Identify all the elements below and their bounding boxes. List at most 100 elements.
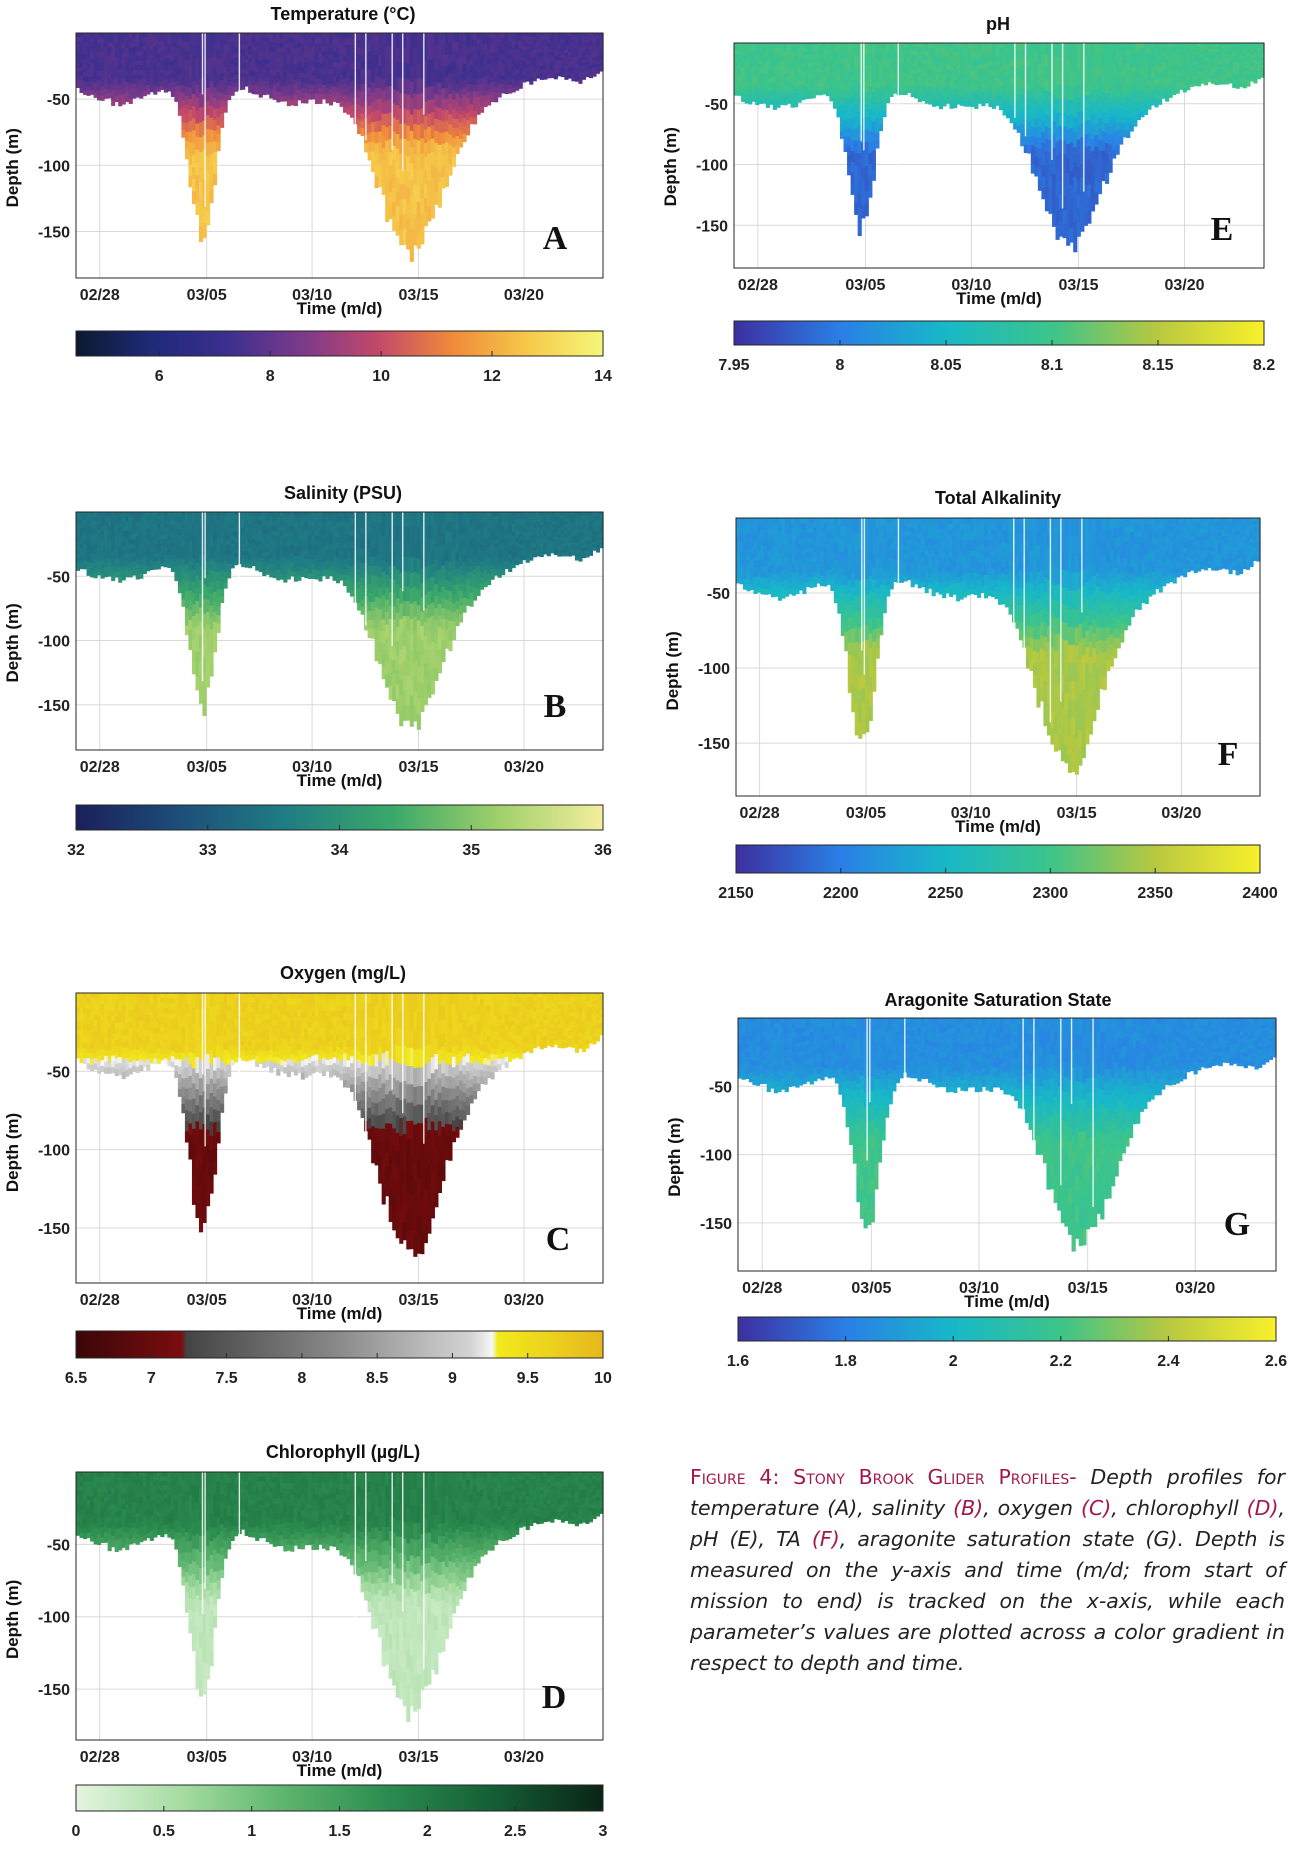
heatmap-cell xyxy=(318,516,323,523)
heatmap-cell xyxy=(388,512,393,526)
heatmap-cell xyxy=(350,51,355,58)
y-axis-label: Depth (m) xyxy=(3,128,22,207)
heatmap-cell xyxy=(360,120,365,129)
heatmap-cell xyxy=(357,567,362,576)
heatmap-cell xyxy=(360,541,365,550)
heatmap-cell xyxy=(174,57,179,63)
heatmap-cell xyxy=(511,515,516,521)
heatmap-cell xyxy=(272,56,277,63)
heatmap-cell xyxy=(205,1068,211,1085)
heatmap-cell xyxy=(107,993,112,1000)
heatmap-cell xyxy=(494,47,499,54)
heatmap-cell xyxy=(139,33,144,39)
heatmap-cell xyxy=(300,557,305,564)
heatmap-cell xyxy=(156,37,161,42)
heatmap-cell xyxy=(125,33,130,39)
heatmap-cell xyxy=(97,1050,102,1057)
heatmap-cell xyxy=(167,1003,172,1010)
heatmap-cell xyxy=(121,512,126,518)
heatmap-cell xyxy=(350,75,355,82)
heatmap-cell xyxy=(104,37,109,43)
heatmap-cell xyxy=(198,648,204,663)
heatmap-cell xyxy=(262,41,267,47)
heatmap-cell xyxy=(170,1045,175,1052)
heatmap-cell xyxy=(223,72,228,79)
heatmap-cell xyxy=(395,105,400,121)
heatmap-cell xyxy=(244,555,249,560)
heatmap-cell xyxy=(128,1016,133,1023)
heatmap-cell xyxy=(227,1052,232,1060)
heatmap-cell xyxy=(86,557,91,563)
heatmap-cell xyxy=(111,33,116,39)
heatmap-cell xyxy=(132,1048,137,1056)
heatmap-cell xyxy=(149,557,154,562)
heatmap-cell xyxy=(371,62,376,74)
heatmap-cell xyxy=(328,539,334,545)
heatmap-cell xyxy=(234,515,239,521)
heatmap-cell xyxy=(501,67,506,73)
heatmap-cell xyxy=(181,1001,186,1011)
heatmap-cell xyxy=(504,41,509,47)
heatmap-cell xyxy=(416,527,421,544)
heatmap-cell xyxy=(230,1008,235,1015)
heatmap-cell xyxy=(571,50,576,55)
heatmap-cell xyxy=(188,142,193,155)
heatmap-cell xyxy=(262,50,267,56)
heatmap-cell xyxy=(114,558,119,564)
heatmap-cell xyxy=(339,512,344,518)
heatmap-cell xyxy=(83,544,88,550)
heatmap-cell xyxy=(269,65,274,71)
heatmap-cell xyxy=(592,51,597,56)
heatmap-cell xyxy=(504,556,509,561)
heatmap-cell xyxy=(413,691,418,707)
heatmap-cell xyxy=(184,993,190,1005)
heatmap-cell xyxy=(441,66,446,78)
heatmap-cell xyxy=(258,74,263,80)
heatmap-cell xyxy=(430,537,435,552)
heatmap-cell xyxy=(508,54,513,60)
heatmap-cell xyxy=(413,169,418,186)
heatmap-cell xyxy=(86,1009,91,1016)
heatmap-cell xyxy=(560,530,565,535)
heatmap-cell xyxy=(588,552,594,556)
heatmap-cell xyxy=(286,574,291,580)
heatmap-cell xyxy=(135,559,140,566)
heatmap-cell xyxy=(473,91,478,99)
heatmap-cell xyxy=(430,615,435,630)
heatmap-cell xyxy=(325,37,330,44)
heatmap-cell xyxy=(118,53,123,60)
heatmap-cell xyxy=(93,42,98,48)
heatmap-cell xyxy=(79,560,84,566)
heatmap-cell xyxy=(227,998,232,1006)
heatmap-cell xyxy=(321,33,327,39)
heatmap-cell xyxy=(213,33,218,45)
heatmap-cell xyxy=(328,566,334,572)
heatmap-cell xyxy=(395,206,400,222)
heatmap-cell xyxy=(283,81,288,87)
heatmap-cell xyxy=(381,595,386,608)
heatmap-cell xyxy=(571,539,576,544)
heatmap-cell xyxy=(434,524,439,537)
heatmap-cell xyxy=(107,70,112,76)
heatmap-cell xyxy=(343,55,348,62)
heatmap-cell xyxy=(374,121,379,133)
heatmap-cell xyxy=(588,521,594,525)
heatmap-cell xyxy=(111,993,116,1000)
heatmap-cell xyxy=(413,631,418,647)
heatmap-cell xyxy=(525,67,530,72)
heatmap-cell xyxy=(434,596,439,609)
heatmap-cell xyxy=(234,1032,239,1038)
heatmap-cell xyxy=(518,64,523,70)
heatmap-cell xyxy=(574,50,579,55)
heatmap-cell xyxy=(209,1078,214,1094)
heatmap-cell xyxy=(93,78,98,85)
heatmap-cell xyxy=(135,46,140,52)
heatmap-cell xyxy=(392,646,397,661)
heatmap-cell xyxy=(79,552,84,558)
heatmap-cell xyxy=(79,556,84,562)
heatmap-cell xyxy=(174,33,179,39)
heatmap-cell xyxy=(360,106,365,115)
heatmap-cell xyxy=(262,63,267,69)
heatmap-cell xyxy=(581,531,587,536)
heatmap-cell xyxy=(241,535,246,540)
